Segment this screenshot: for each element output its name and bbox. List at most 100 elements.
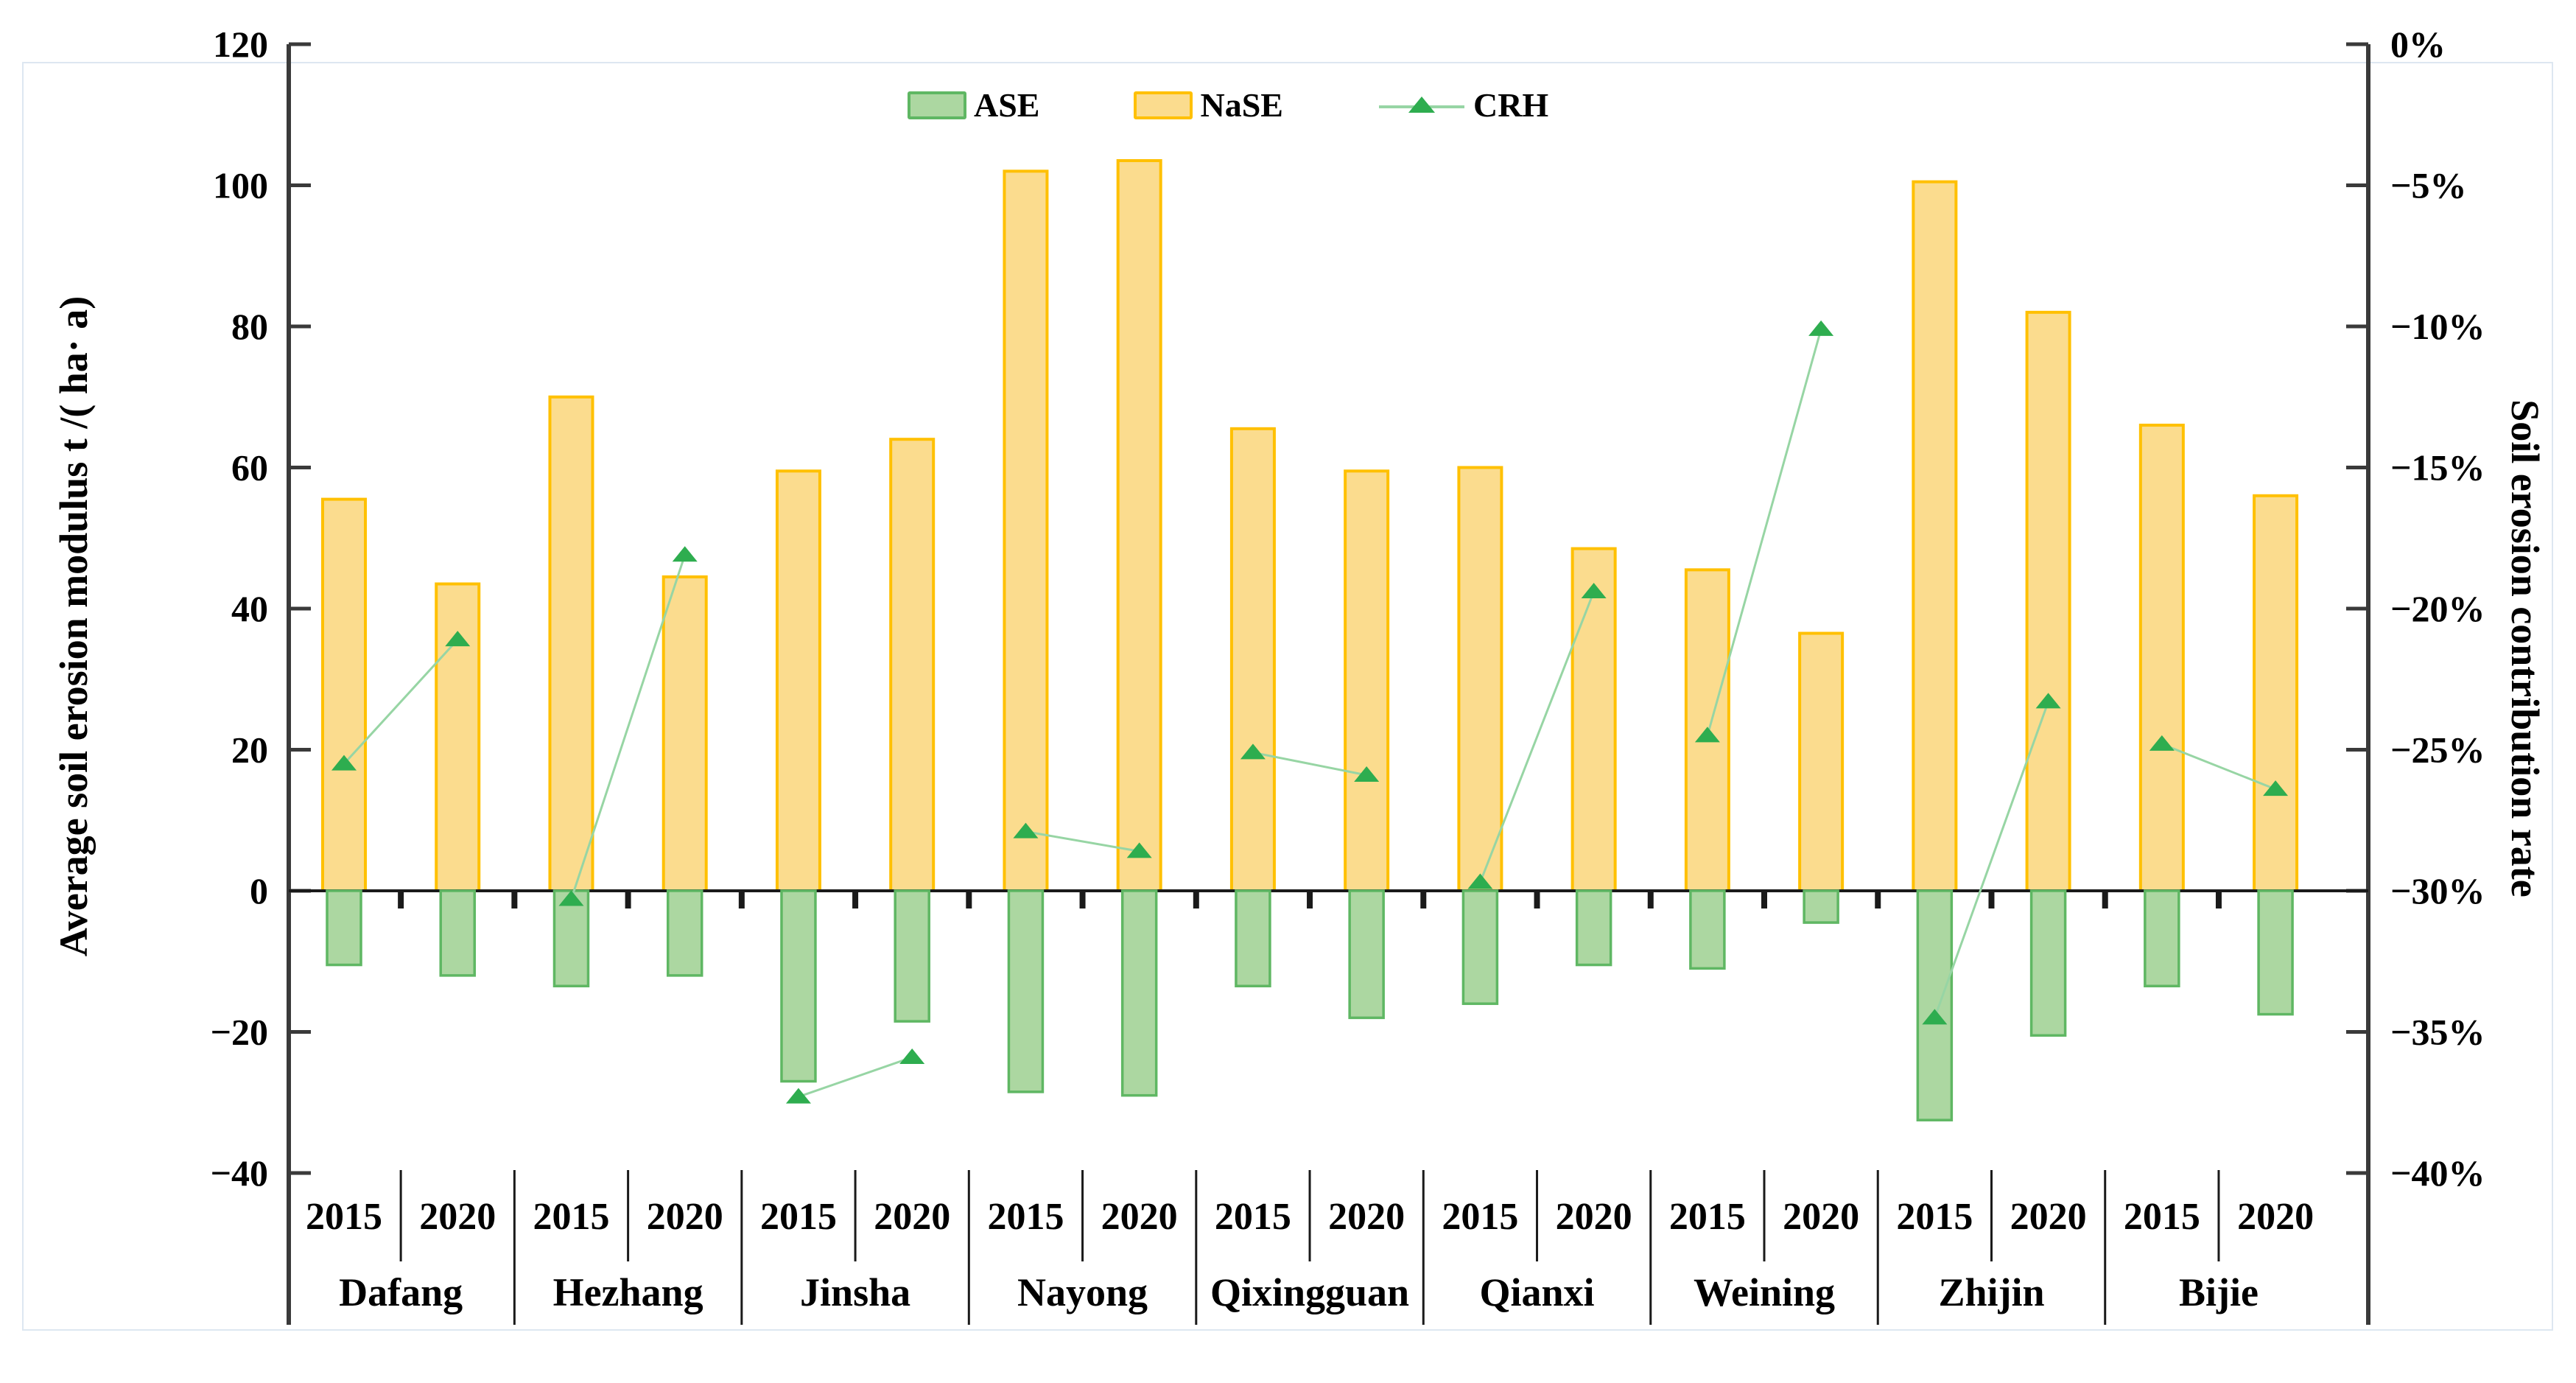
year-label: 2015 [533,1196,609,1238]
crh-marker-qianxi-2015 [1467,873,1493,889]
year-label: 2015 [1442,1196,1518,1238]
nase-bar-jinsha-2020 [889,438,936,892]
year-label: 2020 [874,1196,950,1238]
ase-bar-dafang-2020 [439,889,476,977]
left-axis-tick-label: −20 [211,1012,269,1053]
crh-line-segment-weining [1706,329,1822,736]
crh-marker-bijie-2015 [2149,735,2175,751]
ase-bar-nayong-2020 [1120,889,1158,1097]
year-label: 2020 [1328,1196,1405,1238]
nase-bar-hezhang-2015 [548,395,594,892]
crh-marker-qianxi-2020 [1581,583,1607,599]
county-label: Weining [1694,1270,1835,1314]
ase-bar-weining-2020 [1803,889,1839,924]
right-axis-tick-label: −15% [2390,447,2485,489]
year-label: 2015 [2124,1196,2200,1238]
ase-swatch-icon [908,91,966,119]
crh-marker-zhijin-2020 [2035,693,2061,709]
ase-bar-zhijin-2015 [1916,889,1954,1121]
ase-bar-weining-2015 [1689,889,1726,970]
crh-line-segment-dafang [343,639,459,765]
left-axis-tick-label: 80 [231,306,268,347]
ase-bar-qianxi-2015 [1461,889,1499,1005]
right-axis-tick-label: −35% [2390,1012,2485,1053]
year-label: 2015 [306,1196,382,1238]
nase-bar-qixingguan-2020 [1344,469,1390,892]
year-label: 2020 [2237,1196,2314,1238]
left-axis-tick-label: 100 [213,165,268,206]
county-label: Nayong [1017,1270,1148,1314]
legend-label-nase: NaSE [1200,86,1283,124]
county-label: Qianxi [1479,1270,1594,1314]
nase-bar-nayong-2020 [1116,158,1162,893]
crh-marker-bijie-2020 [2263,780,2289,796]
ase-bar-qixingguan-2020 [1348,889,1385,1020]
left-axis-tick-label: −40 [211,1152,269,1194]
ase-bar-dafang-2015 [326,889,362,967]
year-label: 2020 [419,1196,496,1238]
legend-item-crh: CRH [1378,85,1548,125]
year-label: 2015 [987,1196,1064,1238]
crh-marker-dafang-2020 [445,631,471,647]
county-label: Jinsha [800,1270,910,1314]
crh-line-segment-bijie [2161,743,2276,791]
crh-marker-zhijin-2015 [1922,1009,1948,1025]
right-axis-tick-label: −20% [2390,588,2485,629]
nase-bar-zhijin-2015 [1912,180,1958,892]
year-label: 2015 [1215,1196,1291,1238]
legend-item-ase: ASE [908,85,1039,125]
ase-bar-jinsha-2020 [894,889,930,1023]
crh-marker-qixingguan-2020 [1354,766,1380,782]
nase-bar-qianxi-2020 [1570,547,1617,892]
nase-bar-jinsha-2015 [775,469,821,892]
nase-bar-weining-2020 [1798,631,1845,892]
crh-line-segment-hezhang [570,554,687,900]
crh-marker-jinsha-2020 [899,1048,925,1064]
left-axis-tick-label: 60 [231,447,268,489]
year-label: 2020 [2010,1196,2087,1238]
crh-line-marker-icon [1378,91,1466,120]
ase-bar-nayong-2015 [1007,889,1045,1093]
nase-bar-bijie-2015 [2138,424,2185,892]
right-axis-tick-label: −40% [2390,1152,2485,1194]
ase-bar-bijie-2020 [2257,889,2294,1016]
ase-bar-bijie-2015 [2144,889,2180,988]
crh-line-segment-jinsha [798,1056,913,1099]
nase-swatch-icon [1134,91,1193,119]
year-label: 2015 [1896,1196,1973,1238]
crh-marker-hezhang-2015 [558,890,584,906]
nase-bar-qianxi-2015 [1457,466,1503,892]
crh-line-segment-zhijin [1933,701,2050,1018]
crh-line-segment-qixingguan [1252,751,1367,777]
left-axis-tick-label: 40 [231,588,268,629]
crh-marker-jinsha-2015 [785,1088,811,1104]
nase-bar-zhijin-2020 [2025,310,2071,893]
crh-marker-nayong-2015 [1013,822,1039,838]
crh-marker-hezhang-2020 [672,546,698,562]
legend-label-ase: ASE [974,86,1040,124]
crh-marker-qixingguan-2015 [1240,743,1266,760]
county-label: Bijie [2179,1270,2259,1314]
nase-bar-hezhang-2020 [661,575,708,892]
year-label: 2015 [760,1196,837,1238]
crh-line-segment-nayong [1025,830,1140,852]
ase-bar-qixingguan-2015 [1235,889,1271,988]
crh-marker-weining-2015 [1694,726,1720,743]
ase-bar-jinsha-2015 [780,889,817,1083]
ase-bar-qianxi-2020 [1575,889,1612,967]
crh-line-segment-qianxi [1479,591,1596,883]
right-axis-tick-label: −25% [2390,729,2485,771]
left-axis-tick-label: 120 [213,24,268,65]
year-label: 2020 [1101,1196,1178,1238]
year-label: 2020 [647,1196,723,1238]
ase-bar-hezhang-2015 [552,889,590,988]
year-label: 2020 [1783,1196,1859,1238]
legend-item-nase: NaSE [1134,85,1283,125]
right-axis-tick-label: −10% [2390,306,2485,347]
crh-marker-nayong-2020 [1126,842,1152,858]
right-axis-tick-label: −5% [2390,165,2467,206]
crh-marker-dafang-2015 [331,754,357,771]
year-label: 2015 [1669,1196,1746,1238]
